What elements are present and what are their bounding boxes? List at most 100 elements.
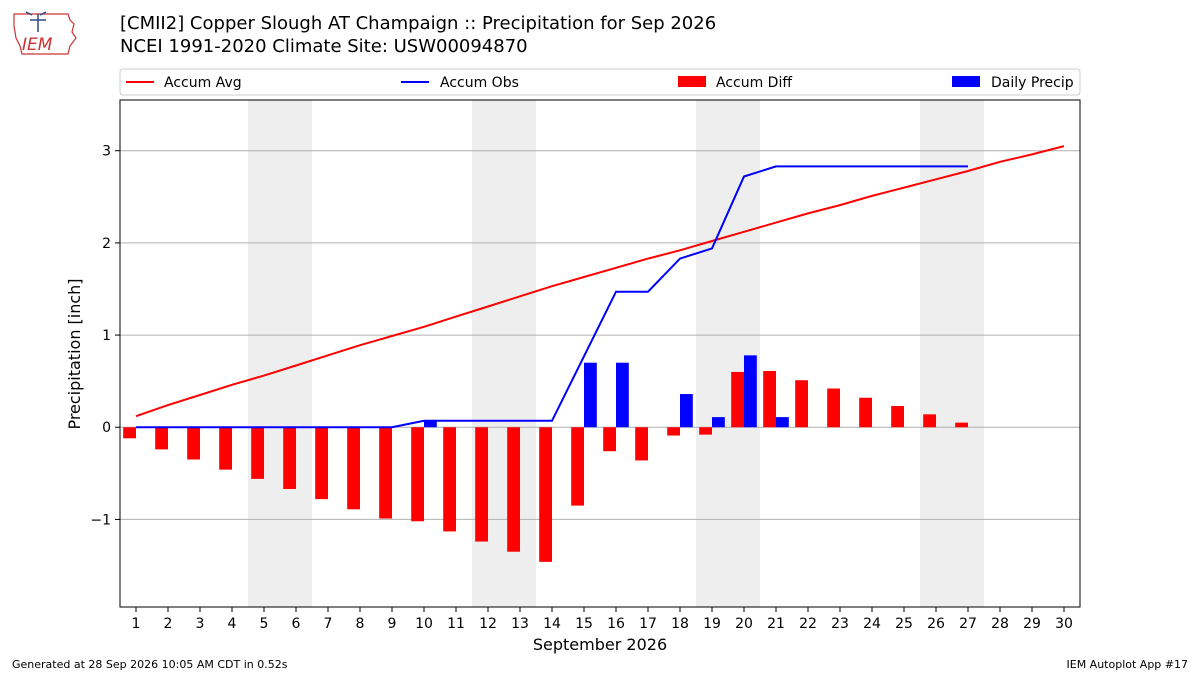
weekend-band-6 xyxy=(280,100,312,607)
title-line-1: [CMII2] Copper Slough AT Champaign :: Pr… xyxy=(120,13,717,34)
weekend-band-19 xyxy=(696,100,728,607)
accum-diff-bar xyxy=(859,397,872,428)
x-tick-label: 12 xyxy=(479,616,497,632)
iem-logo: IEM xyxy=(13,11,77,55)
accum-diff-bar xyxy=(347,427,360,510)
x-tick-label: 24 xyxy=(863,616,881,632)
y-tick-label: 0 xyxy=(102,420,111,436)
accum-diff-bar xyxy=(379,427,392,519)
x-tick-label: 2 xyxy=(164,616,173,632)
x-tick-label: 20 xyxy=(735,616,753,632)
accum-diff-bar xyxy=(731,371,744,428)
legend-label-avg: Accum Avg xyxy=(164,75,242,91)
daily-precip-bar xyxy=(776,417,789,428)
x-tick-label: 23 xyxy=(831,616,849,632)
accum-diff-bar xyxy=(411,427,424,522)
x-tick-label: 7 xyxy=(324,616,333,632)
x-tick-label: 19 xyxy=(703,616,721,632)
accum-diff-bar xyxy=(187,427,200,460)
weekend-band-27 xyxy=(952,100,984,607)
accum-diff-bar xyxy=(827,388,840,428)
x-tick-label: 27 xyxy=(959,616,977,632)
accum-diff-bar xyxy=(539,427,552,562)
x-axis-label: September 2026 xyxy=(533,635,667,654)
app-note: IEM Autoplot App #17 xyxy=(1066,658,1189,671)
x-tick-label: 18 xyxy=(671,616,689,632)
legend-item-accum-obs: Accum Obs xyxy=(401,75,519,91)
accum-avg-line xyxy=(135,145,1065,418)
x-tick-label: 22 xyxy=(799,616,817,632)
x-tick-label: 4 xyxy=(228,616,237,632)
accum-diff-bar xyxy=(571,427,584,506)
daily-precip-bar xyxy=(616,362,629,428)
y-tick-label: 2 xyxy=(102,236,111,252)
x-tick-label: 25 xyxy=(895,616,913,632)
plot-frame xyxy=(119,99,1081,608)
accum-diff-bar xyxy=(475,427,488,542)
x-tick-label: 28 xyxy=(991,616,1009,632)
x-tick-label: 21 xyxy=(767,616,785,632)
legend-swatch-diff xyxy=(678,76,706,87)
x-tick-label: 1 xyxy=(132,616,141,632)
x-tick-label: 8 xyxy=(356,616,365,632)
x-tick-label: 10 xyxy=(415,616,433,632)
accum-diff-bar xyxy=(155,427,168,450)
x-tick-label: 30 xyxy=(1055,616,1073,632)
logo-text: IEM xyxy=(22,35,53,55)
x-tick-label: 5 xyxy=(260,616,269,632)
generated-note: Generated at 28 Sep 2026 10:05 AM CDT in… xyxy=(12,658,288,671)
y-tick-label: 3 xyxy=(102,144,111,160)
daily-precip-bar xyxy=(584,362,597,428)
lines xyxy=(135,145,1065,429)
x-tick-label: 11 xyxy=(447,616,465,632)
x-tick-label: 3 xyxy=(196,616,205,632)
legend-item-accum-diff: Accum Diff xyxy=(678,75,792,91)
weekend-band-5 xyxy=(248,100,280,607)
accum-diff-bar xyxy=(923,414,936,428)
accum-diff-bar xyxy=(219,427,232,470)
accum-diff-bar xyxy=(699,427,712,435)
legend-frame xyxy=(119,68,1081,96)
accum-diff-bar xyxy=(795,380,808,428)
y-tick-label: −1 xyxy=(90,512,111,528)
accum-diff-bar xyxy=(763,371,776,428)
daily-precip-bar xyxy=(424,420,437,428)
accum-diff-bar xyxy=(603,427,616,452)
accum-diff-bar xyxy=(315,427,328,500)
weekend-band-20 xyxy=(728,100,760,607)
x-tick-label: 17 xyxy=(639,616,657,632)
bars xyxy=(123,355,968,562)
x-tick-label: 15 xyxy=(575,616,593,632)
legend-item-daily-precip: Daily Precip xyxy=(952,75,1074,91)
legend-label-diff: Accum Diff xyxy=(716,75,792,91)
x-tick-label: 16 xyxy=(607,616,625,632)
x-tick-label: 29 xyxy=(1023,616,1041,632)
accum-diff-bar xyxy=(635,427,648,461)
accum-diff-bar xyxy=(955,422,968,428)
x-tick-label: 13 xyxy=(511,616,529,632)
weekend-shading xyxy=(248,100,984,607)
legend-label-obs: Accum Obs xyxy=(440,75,519,91)
accum-diff-bar xyxy=(443,427,456,532)
x-tick-label: 14 xyxy=(543,616,561,632)
weekend-band-26 xyxy=(920,100,952,607)
accum-diff-bar xyxy=(891,406,904,428)
chart-title: [CMII2] Copper Slough AT Champaign :: Pr… xyxy=(120,12,716,58)
legend-label-daily: Daily Precip xyxy=(991,75,1074,91)
legend-swatch-daily xyxy=(952,76,980,87)
x-tick-label: 26 xyxy=(927,616,945,632)
x-tick-label: 6 xyxy=(292,616,301,632)
daily-precip-bar xyxy=(744,355,757,428)
y-axis-label: Precipitation [inch] xyxy=(65,278,84,429)
accum-diff-bar xyxy=(123,427,136,439)
accum-diff-bar xyxy=(507,427,520,552)
x-tick-label: 9 xyxy=(388,616,397,632)
y-tick-label: 1 xyxy=(102,328,111,344)
accum-diff-bar xyxy=(667,427,680,436)
legend: Accum Avg Accum Obs Accum Diff Daily Pre… xyxy=(119,68,1081,96)
daily-precip-bar xyxy=(680,394,693,428)
accum-diff-bar xyxy=(251,427,264,479)
daily-precip-bar xyxy=(712,417,725,428)
